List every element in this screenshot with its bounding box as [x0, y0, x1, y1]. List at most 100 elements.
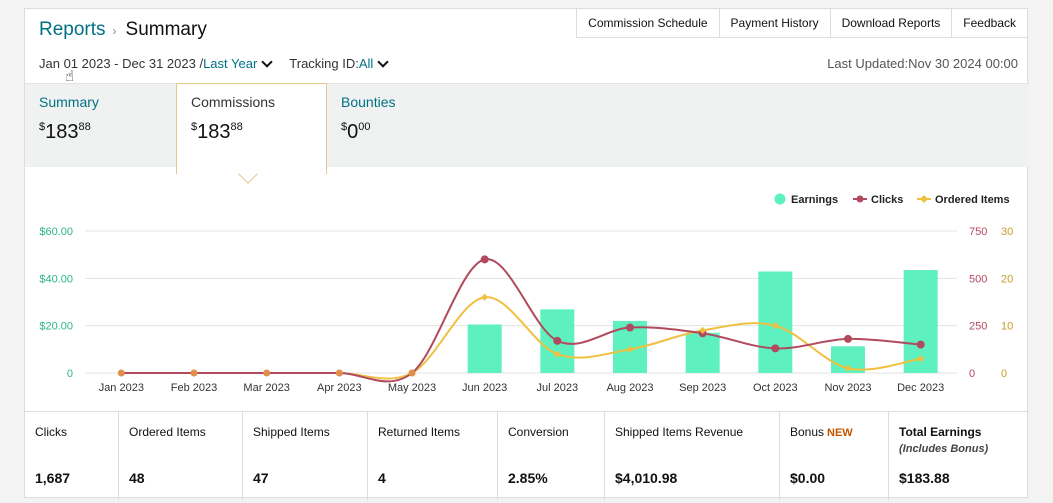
- clicks-point: [916, 340, 925, 349]
- right-axis-clicks-tick-label: 500: [969, 273, 987, 285]
- left-axis-tick-label: $20.00: [39, 321, 73, 333]
- breadcrumb-separator-icon: ›: [112, 24, 117, 38]
- download-reports-link[interactable]: Download Reports: [830, 8, 953, 38]
- earnings-chart: 0 0 0 $20.00 250 10 $40.00 500 20 $60.00 750 30 Jan …: [25, 179, 1029, 411]
- payment-history-link[interactable]: Payment History: [719, 8, 831, 38]
- period-text: Last Year: [203, 56, 258, 71]
- ordered-items-point: [699, 326, 707, 334]
- tracking-id-value: All: [358, 56, 374, 71]
- stat-value: $0.00: [790, 470, 826, 486]
- tab-bounties[interactable]: Bounties $000: [327, 84, 478, 168]
- tab-summary[interactable]: Summary $18388: [25, 84, 176, 168]
- stat-label: Total Earnings: [899, 425, 982, 439]
- stat-bonus: Bonus NEW $0.00: [780, 412, 889, 500]
- right-axis-ordered-tick-label: 0: [1001, 368, 1007, 380]
- clicks-point: [408, 369, 416, 377]
- stat-shipped-items: Shipped Items 47: [243, 412, 368, 500]
- commission-schedule-link[interactable]: Commission Schedule: [576, 8, 720, 38]
- clicks-point: [771, 344, 780, 353]
- x-axis-tick-label: Nov 2023: [824, 382, 871, 394]
- feedback-link[interactable]: Feedback: [952, 8, 1028, 38]
- legend-ordered-items-label: Ordered Items: [935, 194, 1010, 206]
- tab-commissions-amount: $18388: [191, 121, 243, 143]
- earnings-bar: [685, 332, 720, 373]
- stat-conversion: Conversion 2.85%: [498, 412, 605, 500]
- hand-cursor-icon: ☝: [65, 68, 75, 85]
- x-axis-tick-label: Mar 2023: [243, 382, 289, 394]
- stat-value: $183.88: [899, 470, 950, 486]
- stat-value: 48: [129, 470, 145, 486]
- stat-label: Shipped Items Revenue: [615, 425, 744, 439]
- reports-panel: Reports › Summary Commission Schedule Pa…: [24, 8, 1029, 500]
- stat-value: 4: [378, 470, 386, 486]
- x-axis-tick-label: Feb 2023: [171, 382, 217, 394]
- ordered-items-point: [917, 355, 925, 363]
- date-range-text: Jan 01 2023 - Dec 31 2023 /: [39, 56, 204, 71]
- legend-earnings-swatch: [774, 193, 786, 205]
- breadcrumb-reports-link[interactable]: Reports: [39, 19, 106, 40]
- legend-ordered-items-swatch: [920, 195, 928, 203]
- chart-svg: 0 0 0 $20.00 250 10 $40.00 500 20 $60.00 750 30 Jan …: [39, 193, 1013, 394]
- x-axis-tick-label: Apr 2023: [317, 382, 362, 394]
- legend-earnings-label: Earnings: [791, 194, 838, 206]
- right-axis-ordered-tick-label: 30: [1001, 226, 1013, 238]
- right-axis-ordered-tick-label: 10: [1001, 321, 1013, 333]
- tab-bounties-label: Bounties: [341, 94, 396, 110]
- x-axis-tick-label: Dec 2023: [897, 382, 944, 394]
- ordered-items-line: [121, 296, 921, 380]
- clicks-point: [626, 323, 634, 332]
- filter-bar: Jan 01 2023 - Dec 31 2023 / Last Year Tr…: [39, 55, 389, 71]
- stat-value: 1,687: [35, 470, 71, 486]
- ordered-items-point: [481, 293, 489, 301]
- clicks-point: [263, 369, 271, 377]
- legend-clicks-label: Clicks: [871, 194, 903, 206]
- new-badge: NEW: [827, 427, 853, 439]
- chevron-down-icon: [377, 55, 389, 68]
- tab-commissions[interactable]: Commissions $18388: [176, 83, 327, 174]
- stat-label: Conversion: [508, 425, 569, 439]
- ordered-items-point: [844, 364, 852, 372]
- x-axis-tick-label: Jan 2023: [99, 382, 144, 394]
- stats-row: Clicks 1,687 Ordered Items 48 Shipped It…: [25, 411, 1029, 500]
- stat-value: $4,010.98: [615, 470, 678, 486]
- top-links: Commission Schedule Payment History Down…: [576, 8, 1028, 38]
- chevron-down-icon: [261, 55, 273, 68]
- stat-value: 47: [253, 470, 269, 486]
- ordered-items-point: [771, 322, 779, 330]
- tab-commissions-label: Commissions: [191, 94, 276, 110]
- legend-clicks-swatch: [856, 195, 864, 203]
- stat-value: 2.85%: [508, 470, 548, 486]
- stat-label: Shipped Items: [253, 425, 330, 439]
- breadcrumb: Reports › Summary: [39, 19, 207, 41]
- left-axis-tick-label: 0: [67, 368, 73, 380]
- stat-ordered-items: Ordered Items 48: [119, 412, 243, 500]
- tracking-id-dropdown[interactable]: Tracking ID: All: [289, 55, 389, 71]
- stat-sublabel: (Includes Bonus): [899, 443, 989, 455]
- ordered-items-point: [553, 350, 561, 358]
- clicks-point: [117, 369, 125, 377]
- clicks-point: [553, 336, 562, 345]
- clicks-point: [480, 255, 489, 264]
- x-axis-tick-label: Aug 2023: [606, 382, 653, 394]
- tab-bounties-amount: $000: [341, 121, 371, 143]
- clicks-point: [844, 334, 852, 343]
- x-axis-tick-label: Jul 2023: [537, 382, 579, 394]
- x-axis-tick-label: Sep 2023: [679, 382, 726, 394]
- earnings-tabs: Summary $18388 Commissions $18388 Bounti…: [25, 83, 1029, 174]
- x-axis-tick-label: Jun 2023: [462, 382, 507, 394]
- left-axis-tick-label: $40.00: [39, 273, 73, 285]
- left-axis-tick-label: $60.00: [39, 226, 73, 238]
- x-axis-tick-label: Oct 2023: [753, 382, 798, 394]
- right-axis-clicks-tick-label: 250: [969, 321, 987, 333]
- stat-total-earnings: Total Earnings (Includes Bonus) $183.88: [889, 412, 1029, 500]
- stat-clicks: Clicks 1,687: [25, 412, 119, 500]
- stat-label: Bonus NEW: [790, 425, 853, 439]
- right-axis-ordered-tick-label: 20: [1001, 273, 1013, 285]
- x-axis-tick-label: May 2023: [388, 382, 436, 394]
- date-range-dropdown[interactable]: Jan 01 2023 - Dec 31 2023 / Last Year: [39, 55, 273, 71]
- stat-label: Returned Items: [378, 425, 461, 439]
- right-axis-clicks-tick-label: 750: [969, 226, 987, 238]
- ordered-items-point: [626, 345, 634, 353]
- tab-summary-amount: $18388: [39, 121, 91, 143]
- clicks-point: [190, 369, 198, 377]
